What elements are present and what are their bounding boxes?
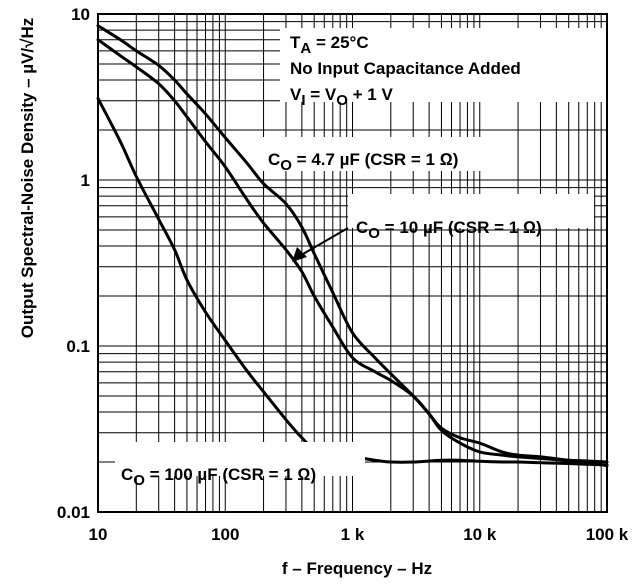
text-run: No Input Capacitance Added: [290, 59, 521, 78]
y-tick-label: 0.01: [57, 503, 90, 522]
subscript: O: [280, 157, 292, 174]
pointer-arrowhead: [292, 247, 307, 262]
series-line-4p7uf: [96, 24, 609, 468]
subscript: O: [368, 225, 380, 242]
x-tick-label: 1 k: [341, 525, 365, 544]
text-run: V: [290, 85, 302, 104]
text-run: + 1 V: [348, 85, 394, 104]
text-run: C: [356, 218, 368, 237]
text-run: = 10 µF (CSR = 1 Ω): [380, 218, 542, 237]
x-tick-label: 100: [211, 525, 239, 544]
text-run: = V: [306, 85, 337, 104]
axis-titles: f – Frequency – Hz Output Spectral-Noise…: [18, 18, 432, 578]
pointer-line: [302, 227, 349, 255]
y-tick-label: 1: [81, 171, 90, 190]
subscript: O: [336, 92, 348, 109]
note-bg: [280, 28, 606, 102]
series-label-bg: [115, 442, 365, 476]
series-labels: CO = 4.7 µF (CSR = 1 Ω)CO = 10 µF (CSR =…: [115, 137, 594, 489]
text-run: = 100 µF (CSR = 1 Ω): [145, 465, 316, 484]
series-line-10uf: [96, 38, 609, 464]
x-tick-label: 100 k: [586, 525, 629, 544]
tick-labels: 10 100 1 k 10 k 100 k 0.01 0.1 1 10: [57, 5, 629, 544]
x-tick-label: 10 k: [463, 525, 497, 544]
text-run: = 4.7 µF (CSR = 1 Ω): [292, 150, 458, 169]
conditions-note: TA = 25°C No Input Capacitance Added VI = …: [280, 28, 606, 109]
plot-frame: [97, 13, 608, 513]
y-tick-label: 0.1: [66, 337, 90, 356]
series-line-4p7uf-label: CO = 4.7 µF (CSR = 1 Ω): [268, 150, 458, 174]
x-tick-label: 10: [89, 525, 108, 544]
series-label-bg: [348, 194, 594, 228]
label-pointer: [292, 227, 349, 262]
subscript: A: [300, 40, 311, 57]
subscript: O: [133, 472, 145, 489]
text-run: C: [121, 465, 133, 484]
y-tick-label: 10: [71, 5, 90, 24]
note-line-1: TA = 25°C: [290, 33, 369, 57]
text-run: C: [268, 150, 280, 169]
series-line-10uf-label: CO = 10 µF (CSR = 1 Ω): [356, 218, 542, 242]
x-axis-title: f – Frequency – Hz: [282, 559, 432, 578]
series-label-bg: [262, 137, 508, 171]
y-axis-title: Output Spectral-Noise Density – µV/√Hz: [18, 18, 37, 338]
text-run: T: [290, 33, 301, 52]
note-line-3: VI = VO + 1 V: [290, 85, 393, 109]
text-run: = 25°C: [311, 33, 368, 52]
series-line-100uf-label: CO = 100 µF (CSR = 1 Ω): [121, 465, 316, 489]
note-line-2: No Input Capacitance Added: [290, 59, 521, 78]
subscript: I: [301, 92, 305, 109]
